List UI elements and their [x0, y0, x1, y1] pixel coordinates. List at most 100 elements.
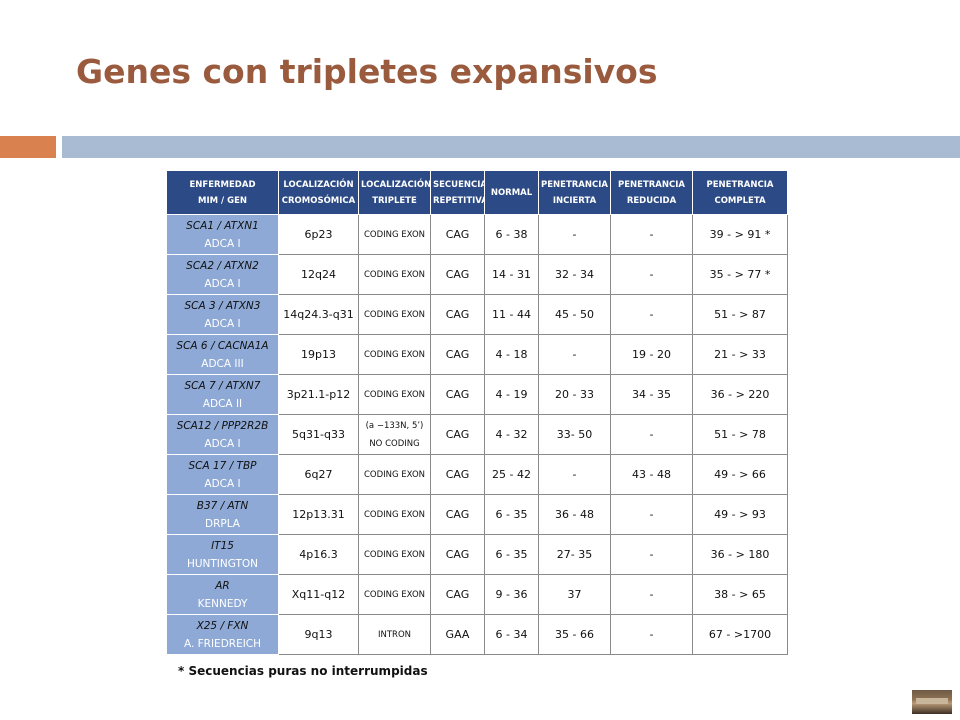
repeat-sequence: CAG [430, 414, 485, 455]
chromosomal-location: 9q13 [278, 614, 359, 655]
triplet-location: CODING EXON [358, 494, 431, 535]
repeat-sequence: CAG [430, 374, 485, 415]
normal-range: 9 - 36 [484, 574, 539, 615]
chromosomal-location: 6q27 [278, 454, 359, 495]
disease-cell: AR KENNEDY [166, 574, 279, 615]
disease-gene: SCA2 / ATXN2 [186, 259, 259, 272]
disease-gene: SCA 6 / CACNA1A [176, 339, 269, 352]
disease-cell: X25 / FXN A. FRIEDREICH [166, 614, 279, 655]
disease-cell: SCA1 / ATXN1 ADCA I [166, 214, 279, 255]
complete-penetrance: 67 - >1700 [692, 614, 788, 655]
table-row: SCA 17 / TBP ADCA I 6q27 CODING EXON CAG 25 -… [166, 454, 788, 495]
building-thumbnail-image [912, 690, 952, 714]
uncertain-penetrance: 20 - 33 [538, 374, 611, 415]
uncertain-penetrance: 37 [538, 574, 611, 615]
complete-penetrance: 21 - > 33 [692, 334, 788, 375]
triplet-location: CODING EXON [358, 254, 431, 295]
disease-cell: B37 / ATN DRPLA [166, 494, 279, 535]
header-normal: NORMAL [484, 170, 539, 215]
disease-cell: SCA 3 / ATXN3 ADCA I [166, 294, 279, 335]
complete-penetrance: 39 - > 91 * [692, 214, 788, 255]
accent-bar-blue [62, 136, 960, 158]
complete-penetrance: 51 - > 78 [692, 414, 788, 455]
disease-cell: IT15 HUNTINGTON [166, 534, 279, 575]
repeat-sequence: CAG [430, 574, 485, 615]
reduced-penetrance: - [610, 414, 693, 455]
disease-cell: SCA 6 / CACNA1A ADCA III [166, 334, 279, 375]
disease-cell: SCA 17 / TBP ADCA I [166, 454, 279, 495]
header-penetrancia-incierta: PENETRANCIA INCIERTA [538, 170, 611, 215]
disease-cell: SCA12 / PPP2R2B ADCA I [166, 414, 279, 455]
complete-penetrance: 38 - > 65 [692, 574, 788, 615]
disease-name: KENNEDY [197, 597, 248, 610]
repeat-sequence: CAG [430, 494, 485, 535]
reduced-penetrance: - [610, 614, 693, 655]
repeat-sequence: GAA [430, 614, 485, 655]
chromosomal-location: 4p16.3 [278, 534, 359, 575]
chromosomal-location: 19p13 [278, 334, 359, 375]
normal-range: 6 - 38 [484, 214, 539, 255]
table-row: B37 / ATN DRPLA 12p13.31 CODING EXON CAG 6 - … [166, 494, 788, 535]
complete-penetrance: 51 - > 87 [692, 294, 788, 335]
disease-cell: SCA2 / ATXN2 ADCA I [166, 254, 279, 295]
reduced-penetrance: 34 - 35 [610, 374, 693, 415]
disease-gene: IT15 [211, 539, 234, 552]
uncertain-penetrance: - [538, 334, 611, 375]
reduced-penetrance: - [610, 254, 693, 295]
triplet-location: CODING EXON [358, 374, 431, 415]
chromosomal-location: 12p13.31 [278, 494, 359, 535]
repeat-sequence: CAG [430, 254, 485, 295]
disease-gene: SCA1 / ATXN1 [186, 219, 259, 232]
disease-name: DRPLA [205, 517, 240, 530]
table-row: SCA1 / ATXN1 ADCA I 6p23 CODING EXON CAG 6 - … [166, 214, 788, 255]
chromosomal-location: 5q31-q33 [278, 414, 359, 455]
header-enfermedad: ENFERMEDAD MIM / GEN [166, 170, 279, 215]
uncertain-penetrance: 33- 50 [538, 414, 611, 455]
normal-range: 6 - 34 [484, 614, 539, 655]
complete-penetrance: 35 - > 77 * [692, 254, 788, 295]
repeat-sequence: CAG [430, 294, 485, 335]
repeat-sequence: CAG [430, 534, 485, 575]
normal-range: 4 - 32 [484, 414, 539, 455]
normal-range: 6 - 35 [484, 534, 539, 575]
normal-range: 4 - 18 [484, 334, 539, 375]
table-row: SCA2 / ATXN2 ADCA I 12q24 CODING EXON CAG 14 … [166, 254, 788, 295]
disease-cell: SCA 7 / ATXN7 ADCA II [166, 374, 279, 415]
normal-range: 25 - 42 [484, 454, 539, 495]
uncertain-penetrance: 27- 35 [538, 534, 611, 575]
complete-penetrance: 49 - > 93 [692, 494, 788, 535]
reduced-penetrance: - [610, 294, 693, 335]
slide-title: Genes con tripletes expansivos [76, 52, 658, 91]
header-localizacion-triplete: LOCALIZACIÓN TRIPLETE [358, 170, 431, 215]
disease-name: HUNTINGTON [186, 557, 259, 570]
disease-name: ADCA I [204, 237, 241, 250]
disease-gene: SCA 3 / ATXN3 [184, 299, 261, 312]
complete-penetrance: 36 - > 220 [692, 374, 788, 415]
chromosomal-location: 6p23 [278, 214, 359, 255]
uncertain-penetrance: 35 - 66 [538, 614, 611, 655]
repeat-sequence: CAG [430, 454, 485, 495]
reduced-penetrance: - [610, 534, 693, 575]
footnote: * Secuencias puras no interrumpidas [178, 664, 428, 678]
table-row: IT15 HUNTINGTON 4p16.3 CODING EXON CAG 6 - 35… [166, 534, 788, 575]
reduced-penetrance: - [610, 574, 693, 615]
reduced-penetrance: 19 - 20 [610, 334, 693, 375]
reduced-penetrance: 43 - 48 [610, 454, 693, 495]
complete-penetrance: 36 - > 180 [692, 534, 788, 575]
triplet-location: INTRON [358, 614, 431, 655]
uncertain-penetrance: 45 - 50 [538, 294, 611, 335]
triplet-location: CODING EXON [358, 534, 431, 575]
chromosomal-location: 12q24 [278, 254, 359, 295]
chromosomal-location: 14q24.3-q31 [278, 294, 359, 335]
disease-name: ADCA III [201, 357, 244, 370]
disease-gene: SCA 17 / TBP [188, 459, 257, 472]
disease-name: ADCA I [204, 437, 241, 450]
triplet-location: CODING EXON [358, 454, 431, 495]
table-row: SCA 7 / ATXN7 ADCA II 3p21.1-p12 CODING EXO… [166, 374, 788, 415]
normal-range: 14 - 31 [484, 254, 539, 295]
triplet-location: (a −133N, 5’) NO CODING [358, 414, 431, 455]
disease-gene: SCA12 / PPP2R2B [176, 419, 269, 432]
reduced-penetrance: - [610, 214, 693, 255]
disease-name: ADCA I [204, 277, 241, 290]
table-row: SCA 3 / ATXN3 ADCA I 14q24.3-q31 CODING EXO… [166, 294, 788, 335]
